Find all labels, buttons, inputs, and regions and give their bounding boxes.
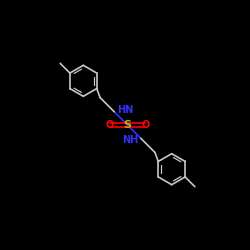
Text: S: S — [124, 120, 132, 130]
Text: HN: HN — [117, 106, 133, 116]
Text: O: O — [141, 120, 150, 130]
Text: NH: NH — [122, 134, 138, 144]
Text: O: O — [106, 120, 114, 130]
